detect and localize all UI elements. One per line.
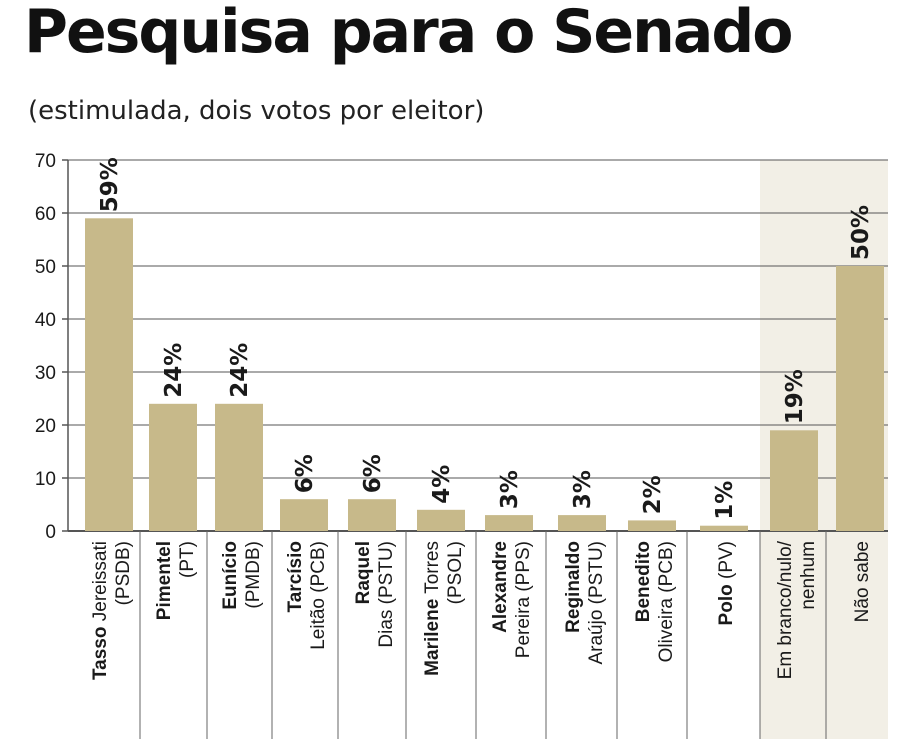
bar bbox=[628, 520, 676, 531]
y-tick-label: 60 bbox=[35, 204, 56, 225]
bar bbox=[215, 403, 263, 531]
y-tick-label: 30 bbox=[35, 363, 56, 384]
category-label-name: Eunício bbox=[220, 541, 241, 610]
category-label: Reginaldo bbox=[563, 541, 584, 633]
chart-title: Pesquisa para o Senado bbox=[24, 0, 793, 67]
category-label-name: Reginaldo bbox=[563, 541, 584, 633]
category-label: Pimentel bbox=[154, 541, 175, 620]
category-label: Não sabe bbox=[852, 541, 873, 622]
category-label-detail: Não sabe bbox=[852, 541, 873, 622]
value-label: 6% bbox=[292, 454, 318, 493]
category-label-name: Polo bbox=[716, 584, 737, 625]
category-label-line2: Pereira (PPS) bbox=[513, 541, 534, 658]
category-label: Alexandre bbox=[490, 541, 511, 633]
category-label-line2: Araújo (PSTU) bbox=[586, 541, 607, 665]
y-tick-label: 40 bbox=[35, 310, 56, 331]
value-label: 2% bbox=[640, 475, 666, 514]
category-label-line2: (PSOL) bbox=[445, 541, 466, 604]
category-label-line2: Oliveira (PCB) bbox=[656, 541, 677, 662]
category-label-name: Raquel bbox=[353, 541, 374, 604]
value-label: 6% bbox=[360, 454, 386, 493]
category-label: Polo (PV) bbox=[716, 541, 737, 625]
y-tick-label: 20 bbox=[35, 416, 56, 437]
y-tick-label: 10 bbox=[35, 469, 56, 490]
bar bbox=[149, 403, 197, 531]
bar bbox=[85, 218, 133, 532]
category-label-line2: Dias (PSTU) bbox=[376, 541, 397, 648]
value-label: 3% bbox=[497, 470, 523, 509]
bar bbox=[348, 499, 396, 531]
category-label: Tarcísio bbox=[285, 541, 306, 612]
chart-subtitle: (estimulada, dois votos por eleitor) bbox=[28, 96, 485, 126]
category-label-name: Tarcísio bbox=[285, 541, 306, 612]
category-label-line2: (PMDB) bbox=[243, 541, 264, 609]
bar bbox=[417, 509, 465, 531]
bar bbox=[836, 266, 884, 531]
category-label: Raquel bbox=[353, 541, 374, 604]
category-label-name: Benedito bbox=[633, 541, 654, 622]
category-label-detail: Jereissati bbox=[90, 541, 111, 627]
value-label: 1% bbox=[712, 481, 738, 520]
category-label-line2: Leitão (PCB) bbox=[308, 541, 329, 650]
value-label: 24% bbox=[227, 343, 253, 398]
bar bbox=[558, 515, 606, 531]
bar bbox=[485, 515, 533, 531]
category-label-line2: (PSDB) bbox=[113, 541, 134, 605]
category-label-name: Tasso bbox=[90, 627, 111, 681]
bar bbox=[280, 499, 328, 531]
category-label: Marilene Torres bbox=[422, 541, 443, 676]
value-label: 24% bbox=[161, 343, 187, 398]
value-label: 59% bbox=[97, 157, 123, 212]
category-label: Tasso Jereissati bbox=[90, 541, 111, 680]
category-label-name: Pimentel bbox=[154, 541, 175, 620]
y-tick-label: 50 bbox=[35, 257, 56, 278]
category-label: Eunício bbox=[220, 541, 241, 610]
bar bbox=[770, 430, 818, 531]
value-label: 19% bbox=[782, 369, 808, 424]
category-label-line2: nenhum bbox=[798, 541, 819, 610]
category-label-line2: (PT) bbox=[177, 541, 198, 578]
bar bbox=[700, 525, 748, 531]
category-label-name: Marilene bbox=[422, 599, 443, 676]
value-label: 3% bbox=[570, 470, 596, 509]
category-label: Em branco/nulo/ bbox=[775, 540, 796, 679]
category-label-detail: Em branco/nulo/ bbox=[775, 540, 796, 679]
value-label: 50% bbox=[848, 205, 874, 260]
category-label-name: Alexandre bbox=[490, 541, 511, 633]
category-label-detail: Torres bbox=[422, 541, 443, 599]
y-tick-label: 70 bbox=[35, 151, 56, 172]
category-label: Benedito bbox=[633, 541, 654, 622]
value-label: 4% bbox=[429, 465, 455, 504]
category-label-detail: (PV) bbox=[716, 541, 737, 584]
y-tick-label: 0 bbox=[45, 522, 56, 543]
